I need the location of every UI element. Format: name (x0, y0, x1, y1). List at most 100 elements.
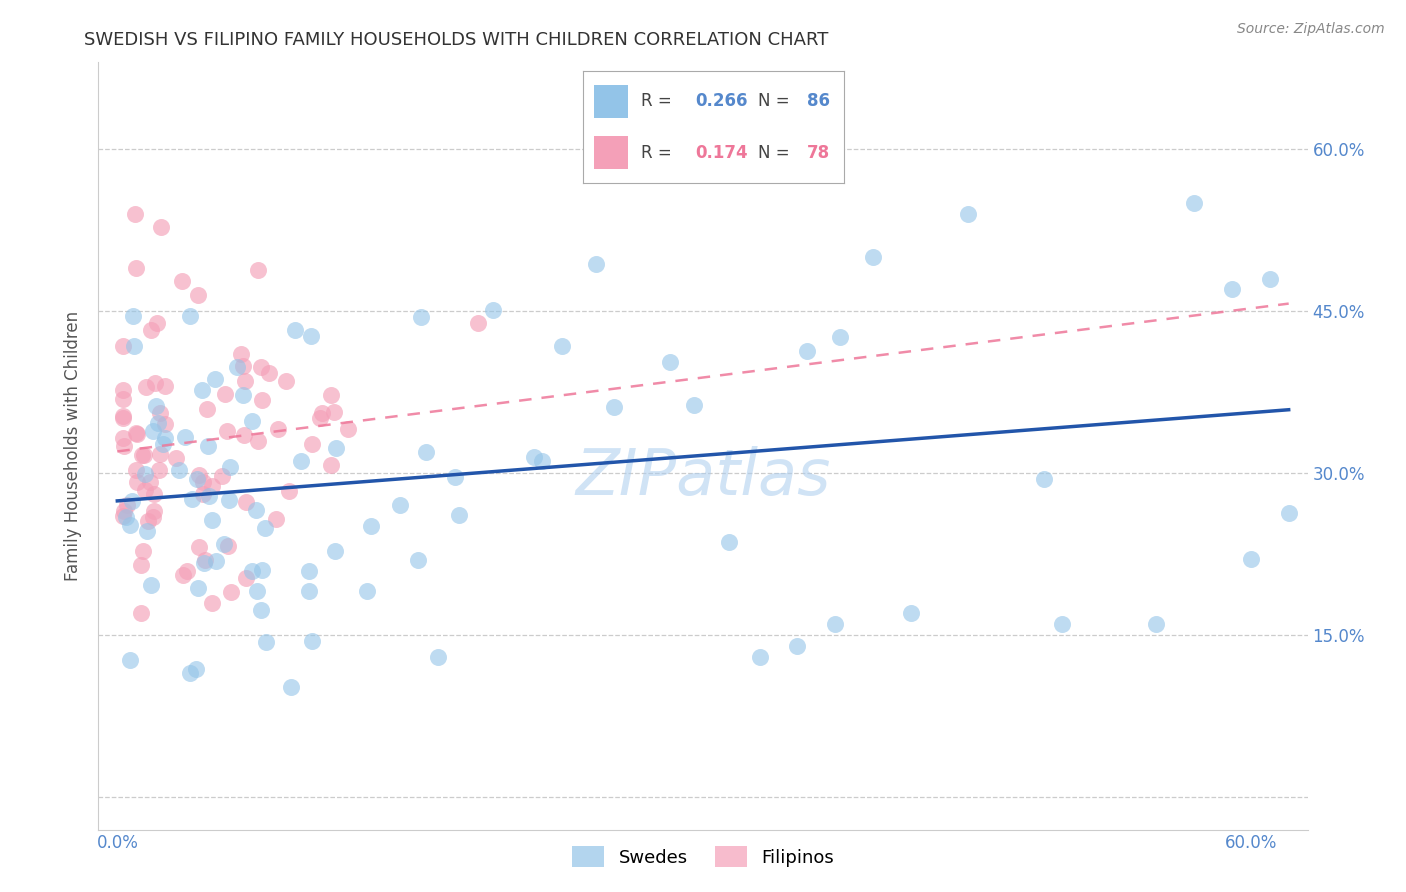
Swedes (153, 431, 176, 445)
Swedes (146, 417, 169, 431)
Swedes (603, 400, 626, 414)
Swedes (152, 437, 174, 451)
Swedes (167, 463, 190, 477)
Filipinos (115, 499, 138, 513)
Filipinos (111, 431, 134, 445)
FancyBboxPatch shape (593, 85, 627, 119)
Filipinos (323, 405, 346, 419)
Filipinos (131, 449, 153, 463)
Text: N =: N = (758, 93, 794, 111)
Filipinos (250, 360, 273, 375)
Swedes (1033, 472, 1056, 486)
Text: ZIPatlas: ZIPatlas (575, 446, 831, 508)
Filipinos (193, 486, 215, 500)
Filipinos (201, 596, 224, 610)
Filipinos (129, 558, 152, 573)
Filipinos (149, 447, 172, 461)
Filipinos (257, 366, 280, 380)
Filipinos (143, 486, 166, 500)
Swedes (1240, 552, 1263, 566)
Filipinos (311, 406, 333, 420)
Filipinos (125, 427, 148, 442)
Swedes (956, 207, 979, 221)
Text: R =: R = (641, 93, 676, 111)
Filipinos (124, 207, 146, 221)
Swedes (135, 524, 157, 538)
Swedes (531, 454, 554, 468)
Swedes (298, 584, 321, 599)
Filipinos (235, 495, 257, 509)
Filipinos (139, 322, 162, 336)
Filipinos (188, 540, 211, 554)
Swedes (198, 489, 221, 503)
Swedes (360, 519, 382, 533)
Swedes (717, 535, 740, 549)
Swedes (145, 399, 167, 413)
Filipinos (134, 483, 156, 497)
Swedes (197, 439, 219, 453)
Swedes (205, 554, 228, 568)
Swedes (218, 493, 240, 508)
Filipinos (246, 434, 269, 448)
Swedes (796, 344, 818, 359)
Filipinos (187, 288, 209, 302)
Swedes (748, 649, 770, 664)
Swedes (444, 470, 467, 484)
Filipinos (194, 553, 217, 567)
Filipinos (111, 410, 134, 425)
Filipinos (235, 571, 257, 585)
Swedes (245, 502, 267, 516)
Filipinos (132, 544, 155, 558)
Swedes (301, 634, 323, 648)
Swedes (254, 521, 277, 535)
Text: N =: N = (758, 144, 794, 161)
Swedes (1146, 617, 1168, 632)
Filipinos (187, 467, 209, 482)
Swedes (406, 553, 429, 567)
Filipinos (219, 585, 242, 599)
Filipinos (148, 463, 170, 477)
Swedes (118, 653, 141, 667)
Swedes (226, 359, 249, 374)
Swedes (1258, 271, 1281, 285)
Text: R =: R = (641, 144, 676, 161)
Filipinos (143, 376, 166, 390)
Filipinos (125, 475, 148, 489)
Filipinos (149, 406, 172, 420)
Swedes (201, 513, 224, 527)
Swedes (659, 355, 682, 369)
Filipinos (142, 510, 165, 524)
Swedes (254, 634, 277, 648)
Swedes (191, 384, 214, 398)
Swedes (118, 517, 141, 532)
Filipinos (246, 263, 269, 277)
Swedes (240, 565, 263, 579)
Filipinos (232, 359, 254, 373)
Swedes (141, 578, 163, 592)
Filipinos (124, 463, 146, 477)
Filipinos (266, 422, 288, 436)
Swedes (683, 398, 706, 412)
Swedes (830, 330, 852, 344)
Swedes (1278, 506, 1301, 520)
Text: 0.174: 0.174 (696, 144, 748, 161)
Swedes (482, 303, 505, 318)
Filipinos (201, 479, 224, 493)
Swedes (325, 441, 347, 455)
Swedes (179, 309, 201, 323)
Filipinos (337, 422, 360, 436)
Filipinos (153, 417, 176, 431)
Filipinos (467, 316, 489, 330)
Swedes (134, 467, 156, 481)
Swedes (824, 617, 846, 632)
Swedes (1050, 617, 1073, 632)
Filipinos (233, 428, 256, 442)
Legend: Swedes, Filipinos: Swedes, Filipinos (564, 839, 842, 874)
Filipinos (129, 607, 152, 621)
Text: 78: 78 (807, 144, 831, 161)
Swedes (284, 322, 307, 336)
Y-axis label: Family Households with Children: Family Households with Children (65, 311, 83, 581)
Swedes (411, 310, 433, 325)
Filipinos (146, 316, 169, 330)
Swedes (115, 510, 138, 524)
